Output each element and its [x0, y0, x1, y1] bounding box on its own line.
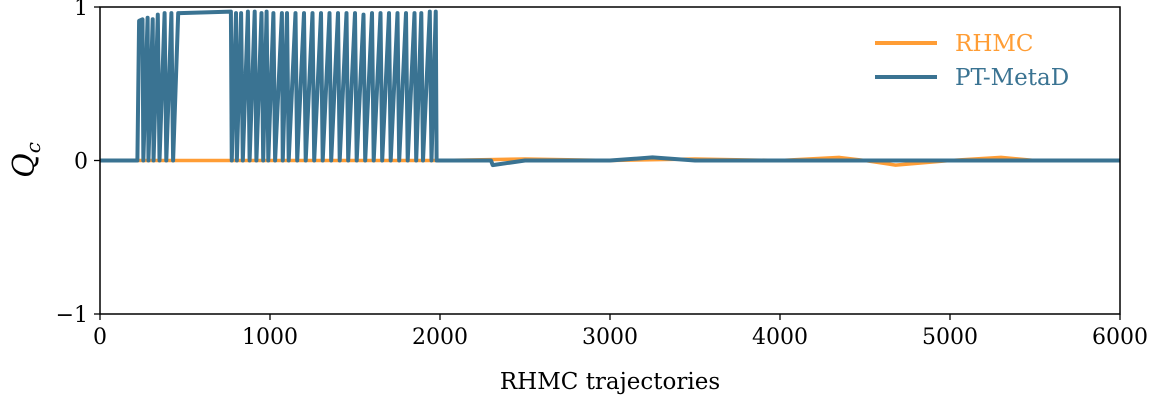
- y-tick-label: −1: [56, 303, 88, 328]
- x-tick-label: 1000: [242, 325, 298, 350]
- y-axis-label-sub: c: [21, 142, 45, 153]
- legend-label: RHMC: [955, 31, 1034, 57]
- series-line-pt-metad: [100, 9, 1120, 168]
- x-tick-label: 2000: [412, 325, 468, 350]
- legend: RHMC PT-MetaD: [875, 31, 1069, 91]
- plot-lines: [100, 9, 1120, 168]
- svg-text:Qc: Qc: [7, 142, 45, 178]
- y-tick-label: 0: [74, 150, 88, 175]
- y-tick-label: 1: [74, 0, 88, 21]
- x-tick-label: 0: [93, 325, 107, 350]
- legend-label: PT-MetaD: [955, 65, 1069, 91]
- y-axis-label-main: Q: [7, 153, 42, 178]
- x-tick-label: 6000: [1092, 325, 1148, 350]
- x-tick-label: 5000: [922, 325, 978, 350]
- x-tick-label: 3000: [582, 325, 638, 350]
- y-axis: −1 0 1: [56, 0, 100, 328]
- x-tick-label: 4000: [752, 325, 808, 350]
- x-axis: 0 1000 2000 3000 4000 5000 6000: [93, 314, 1148, 350]
- y-axis-label: Qc: [7, 142, 45, 178]
- x-axis-label: RHMC trajectories: [500, 369, 720, 395]
